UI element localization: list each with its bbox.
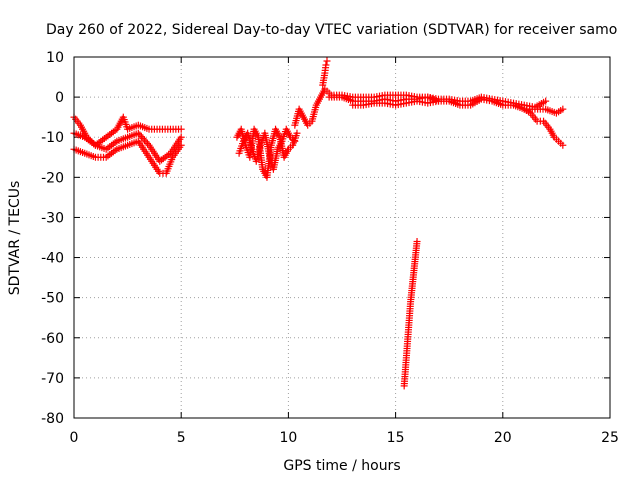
y-tick-labels: 10 0 -10 -20 -30 -40 -50 -60 -70 -80	[41, 50, 64, 427]
data-point	[291, 137, 299, 145]
data-point	[293, 129, 301, 137]
data-point	[542, 97, 550, 105]
data-point-track	[136, 131, 144, 139]
x-tick-label: 25	[601, 430, 619, 446]
data-point-track	[142, 138, 150, 146]
x-tick-label: 20	[494, 430, 512, 446]
y-tick-label: 10	[46, 50, 64, 66]
y-tick-label: -30	[41, 210, 64, 226]
y-axis-label: SDTVAR / TECUs	[7, 181, 23, 296]
data-point	[434, 97, 442, 105]
y-tick-label: -60	[41, 331, 64, 347]
y-tick-label: 0	[55, 90, 64, 106]
y-tick-label: -40	[41, 251, 64, 267]
data-marks	[70, 57, 567, 390]
y-tick-label: -80	[41, 411, 64, 427]
data-point	[322, 61, 330, 69]
x-tick-labels: 0 5 10 15 20 25	[70, 430, 619, 446]
x-tick-label: 15	[387, 430, 405, 446]
data-point	[134, 129, 142, 137]
data-point	[323, 57, 331, 65]
data-point-track	[140, 136, 148, 144]
data-point	[559, 105, 567, 113]
data-point	[177, 141, 185, 149]
x-axis-label: GPS time / hours	[283, 458, 400, 474]
data-point	[177, 133, 185, 141]
data-point-track	[139, 134, 147, 142]
y-tick-label: -50	[41, 291, 64, 307]
data-point	[413, 238, 421, 246]
x-tick-label: 0	[70, 430, 79, 446]
plot-frame	[73, 56, 611, 419]
data-point	[177, 125, 185, 133]
x-tick-label: 10	[279, 430, 297, 446]
x-tick-label: 5	[177, 430, 186, 446]
y-tick-label: -10	[41, 130, 64, 146]
data-point-track	[137, 133, 145, 141]
y-tick-label: -20	[41, 170, 64, 186]
data-point-track	[144, 140, 152, 148]
data-point	[559, 141, 567, 149]
chart-title: Day 260 of 2022, Sidereal Day-to-day VTE…	[46, 22, 617, 38]
y-tick-label: -70	[41, 371, 64, 387]
